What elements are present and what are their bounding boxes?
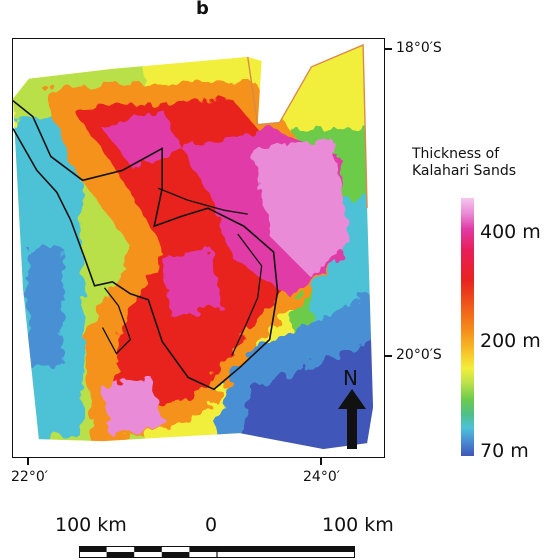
river-channels xyxy=(101,187,263,356)
legend-title-line2: Kalahari Sands xyxy=(412,163,517,179)
longitude-tick-22 xyxy=(27,458,29,465)
scale-right-label: 100 km xyxy=(322,514,394,536)
catchment-outline xyxy=(13,100,279,391)
longitude-label-24: 24°0′ xyxy=(303,469,340,485)
legend-max-label: 400 m xyxy=(480,221,541,243)
latitude-tick-18 xyxy=(385,48,392,50)
legend-color-bar xyxy=(461,198,474,456)
north-arrow-icon xyxy=(338,389,366,449)
legend-title-line1: Thickness of xyxy=(412,146,500,162)
longitude-tick-24 xyxy=(320,458,322,465)
thickness-map-graphic xyxy=(13,43,374,450)
scale-bar xyxy=(79,546,355,558)
thickness-map xyxy=(12,38,385,458)
scale-center-label: 0 xyxy=(205,514,218,536)
latitude-label-20: 20°0′S xyxy=(396,347,442,363)
scale-left-label: 100 km xyxy=(55,514,127,536)
latitude-label-18: 18°0′S xyxy=(396,40,442,56)
north-label: N xyxy=(343,366,358,390)
latitude-tick-20 xyxy=(385,355,392,357)
district-boundary xyxy=(247,43,368,209)
longitude-label-22: 22°0′ xyxy=(11,469,48,485)
legend-mid-label: 200 m xyxy=(480,330,541,352)
legend-min-label: 70 m xyxy=(480,440,529,462)
thickness-surface xyxy=(13,44,374,450)
legend-title: Thickness of Kalahari Sands xyxy=(412,146,551,180)
panel-label: b xyxy=(196,0,209,19)
